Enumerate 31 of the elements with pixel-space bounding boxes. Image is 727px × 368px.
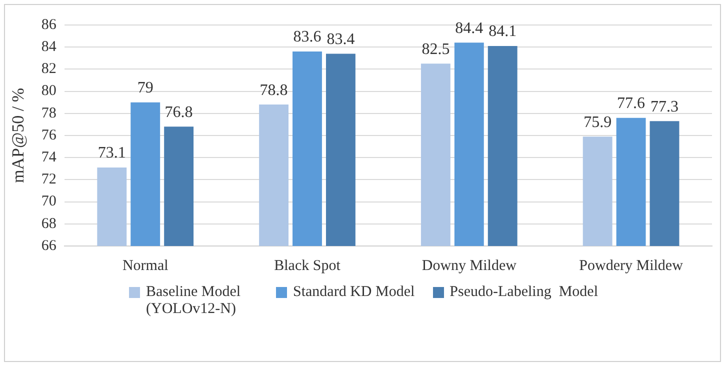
- data-label: 84.1: [488, 23, 517, 40]
- data-label: 77.3: [650, 98, 679, 116]
- y-tick-label: 84: [41, 39, 57, 56]
- data-label: 83.6: [293, 28, 322, 46]
- y-tick-label: 66: [41, 238, 57, 254]
- data-label: 82.5: [422, 40, 450, 58]
- y-tick-label: 70: [41, 194, 56, 210]
- data-label: 84.4: [455, 20, 484, 37]
- y-axis-title: mAP@50 / %: [8, 88, 28, 183]
- y-tick-label: 80: [41, 83, 56, 100]
- y-tick-label: 82: [41, 61, 56, 78]
- y-tick-label: 68: [41, 216, 56, 232]
- data-label: 79: [137, 80, 154, 97]
- y-tick-label: 74: [41, 150, 57, 166]
- data-label: 77.6: [617, 95, 646, 112]
- legend-label: Standard KD Model: [293, 284, 415, 301]
- data-label: 75.9: [584, 114, 612, 131]
- y-tick-label: 78: [41, 105, 56, 122]
- legend-label: Pseudo-Labeling Model: [450, 284, 598, 301]
- x-tick-label: Normal: [122, 258, 168, 274]
- data-label: 78.8: [260, 82, 288, 99]
- x-tick-label: Powdery Mildew: [579, 258, 684, 274]
- x-tick-label: Downy Mildew: [422, 258, 517, 274]
- y-tick-label: 72: [41, 172, 56, 188]
- data-label: 73.1: [98, 144, 126, 162]
- x-tick-label: Black Spot: [274, 258, 342, 274]
- y-tick-label: 76: [41, 127, 57, 144]
- legend-label: Baseline Model (YOLOv12-N): [146, 284, 242, 318]
- y-tick-label: 86: [41, 16, 57, 33]
- data-label: 76.8: [164, 104, 193, 121]
- data-label: 83.4: [326, 30, 355, 48]
